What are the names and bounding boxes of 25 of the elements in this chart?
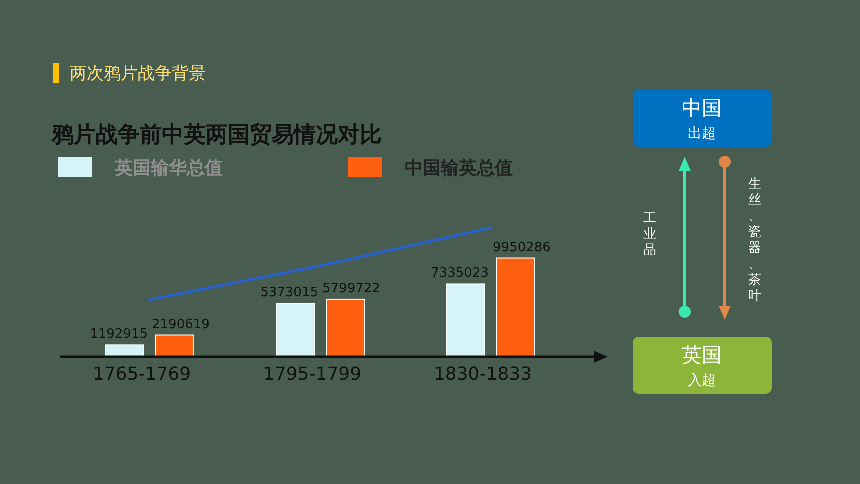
legend-label: 中国输英总值 <box>405 158 513 179</box>
bar <box>326 298 365 358</box>
text: 英国 <box>682 343 722 367</box>
data-label: 5799722 <box>322 281 380 296</box>
text: 中国 <box>682 96 722 120</box>
x-tick-label: 1795-1799 <box>263 364 362 385</box>
x-tick-label: 1765-1769 <box>92 364 192 385</box>
data-label: 5373015 <box>260 286 318 301</box>
data-label: 7335023 <box>431 266 489 282</box>
text: 生丝、瓷器、茶叶 <box>748 177 762 304</box>
bar <box>496 258 536 358</box>
bar <box>276 303 315 358</box>
bar <box>446 284 486 358</box>
text: 两次鸦片战争背景 <box>70 64 206 84</box>
legend-label: 英国输华总值 <box>114 158 223 179</box>
data-label: 1192915 <box>90 327 148 342</box>
x-tick-label: 1830-1833 <box>434 364 532 385</box>
data-label: 2190619 <box>152 317 210 332</box>
text: 入超 <box>688 373 716 389</box>
text: 出超 <box>688 126 716 142</box>
bar <box>106 344 144 358</box>
bar <box>156 334 194 358</box>
chart-title: 鸦片战争前中英两国贸易情况对比 <box>51 123 382 148</box>
text: 工业品 <box>644 211 656 258</box>
data-label: 9950286 <box>493 240 551 256</box>
